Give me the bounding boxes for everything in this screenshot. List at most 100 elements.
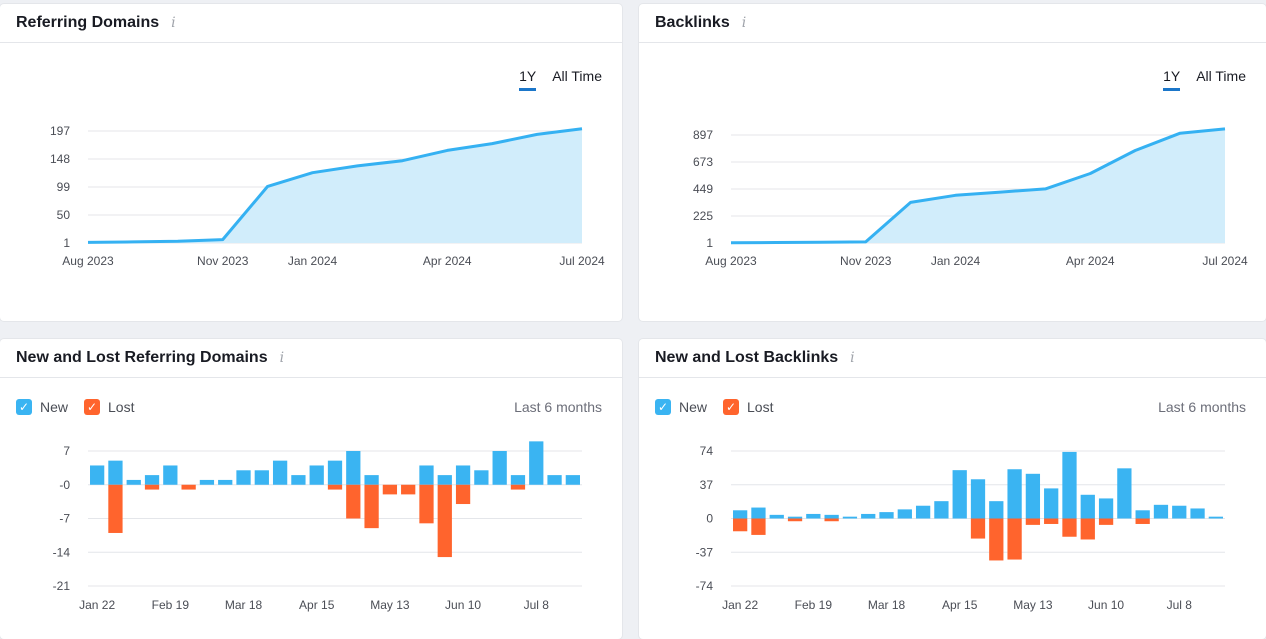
new-bar <box>897 509 912 519</box>
new-bar <box>1190 508 1205 519</box>
referring-domains-chart: 197 148 99 50 1 Aug 2023 Nov 2023 Jan 2024 Apr 2… <box>50 124 605 268</box>
x-tick-label: Jun 10 <box>445 598 481 612</box>
new-bar <box>861 513 876 519</box>
new-bar <box>492 451 507 485</box>
lost-bar <box>437 484 452 558</box>
new-bar <box>733 510 748 519</box>
new-bar <box>236 470 251 485</box>
new-lost-backlinks-chart: 74 37 0 -37 -74 Jan 22 Feb 19 Mar 18 Apr 15 May 1… <box>696 444 1225 612</box>
y-tick-label: 225 <box>693 209 713 223</box>
y-tick-label: 449 <box>693 182 713 196</box>
lost-bar <box>1007 518 1022 560</box>
info-icon[interactable]: i <box>741 15 747 31</box>
new-bar <box>1153 504 1169 519</box>
lost-bar <box>108 484 123 533</box>
legend-lost[interactable]: ✓ Lost <box>84 399 134 415</box>
tab-1y[interactable]: 1Y <box>1163 68 1181 91</box>
lost-bar <box>401 484 416 495</box>
lost-bar <box>751 518 766 535</box>
legend-new[interactable]: ✓ New <box>16 399 68 415</box>
legend-lost[interactable]: ✓ Lost <box>723 399 773 415</box>
y-tick-label: -74 <box>696 579 714 593</box>
lost-bar <box>382 484 398 495</box>
tab-all-time[interactable]: All Time <box>1196 68 1246 84</box>
new-bar <box>163 465 178 485</box>
new-bar <box>879 512 894 519</box>
x-tick-label: Apr 2024 <box>423 254 472 268</box>
legend: ✓ New ✓ Lost <box>16 399 150 415</box>
new-bar <box>419 465 434 485</box>
series-line <box>87 127 583 244</box>
lost-bar <box>1025 518 1041 525</box>
new-bar <box>364 475 379 485</box>
x-tick-label: Mar 18 <box>868 598 906 612</box>
x-tick-label: Jul 2024 <box>1202 254 1248 268</box>
new-bar <box>474 470 489 485</box>
period-label: Last 6 months <box>1158 399 1246 415</box>
x-tick-label: Jan 2024 <box>288 254 338 268</box>
lost-bar <box>327 484 343 490</box>
lost-bar <box>364 484 379 529</box>
y-tick-label: -0 <box>59 478 70 492</box>
new-bar <box>346 451 361 485</box>
x-tick-label: Feb 19 <box>795 598 833 612</box>
period-label: Last 6 months <box>514 399 602 415</box>
new-bar <box>1135 510 1150 519</box>
info-icon[interactable]: i <box>850 350 855 366</box>
checkbox-checked-icon[interactable]: ✓ <box>655 399 671 415</box>
y-tick-label: 99 <box>57 180 71 194</box>
new-bar <box>952 470 967 519</box>
new-bar <box>1117 468 1132 519</box>
lost-bar <box>1062 518 1077 537</box>
backlinks-chart: 897 673 449 225 1 Aug 2023 Nov 2023 Jan 2024 Apr… <box>693 127 1248 268</box>
x-tick-label: May 13 <box>1013 598 1053 612</box>
lost-bar <box>419 484 434 524</box>
checkbox-checked-icon[interactable]: ✓ <box>16 399 32 415</box>
time-range-tabs: 1Y All Time <box>519 68 602 91</box>
new-bar <box>437 475 452 485</box>
info-icon[interactable]: i <box>279 350 285 366</box>
new-bar <box>455 465 471 485</box>
info-icon[interactable]: i <box>171 15 176 31</box>
new-bar <box>1062 451 1077 519</box>
x-tick-label: Jul 8 <box>524 598 550 612</box>
lost-bar <box>824 518 839 522</box>
y-tick-label: -14 <box>53 545 71 559</box>
tab-1y[interactable]: 1Y <box>519 68 537 91</box>
time-range-tabs: 1Y All Time <box>1163 68 1246 91</box>
new-bar <box>90 465 105 485</box>
x-tick-label: Feb 19 <box>152 598 190 612</box>
x-tick-label: Apr 2024 <box>1066 254 1115 268</box>
lost-bar <box>1044 518 1059 524</box>
x-tick-label: Nov 2023 <box>197 254 249 268</box>
x-tick-label: Nov 2023 <box>840 254 892 268</box>
legend-label: New <box>679 399 708 415</box>
legend-new[interactable]: ✓ New <box>655 399 707 415</box>
new-bar <box>787 516 803 519</box>
new-bar <box>218 479 233 485</box>
new-bar <box>309 465 324 485</box>
y-tick-label: 897 <box>693 128 713 142</box>
y-tick-label: 148 <box>50 152 70 166</box>
legend-label: Lost <box>108 399 135 415</box>
tab-all-time[interactable]: All Time <box>552 68 602 84</box>
card-header: Backlinks i <box>639 4 1266 43</box>
checkbox-checked-icon[interactable]: ✓ <box>723 399 740 415</box>
new-bar <box>126 479 141 485</box>
legend: ✓ New ✓ Lost <box>655 399 789 415</box>
referring-domains-card: Referring Domains i 1Y All Time 197 148 99… <box>0 4 622 321</box>
new-bar <box>806 513 821 519</box>
y-tick-label: -21 <box>53 579 71 593</box>
checkbox-checked-icon[interactable]: ✓ <box>84 399 101 415</box>
new-bar <box>915 505 931 519</box>
lost-bar <box>989 518 1004 561</box>
new-bar <box>529 441 544 485</box>
card-title: New and Lost Backlinks <box>655 349 839 366</box>
y-tick-label: 197 <box>50 124 70 138</box>
lost-bar <box>510 484 526 490</box>
new-bar <box>989 501 1004 519</box>
area-fill <box>88 128 582 243</box>
x-tick-label: Jul 2024 <box>559 254 605 268</box>
x-tick-label: Apr 15 <box>299 598 335 612</box>
y-tick-label: 37 <box>700 478 714 492</box>
